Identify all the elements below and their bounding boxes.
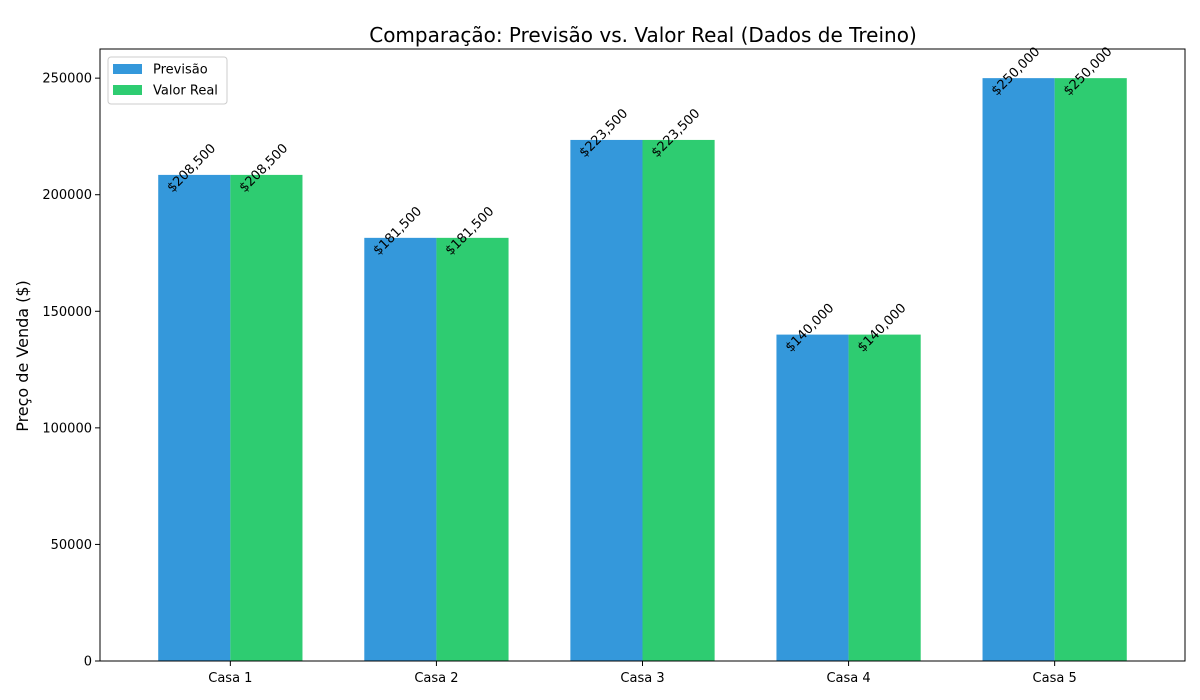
y-tick-label: 150000 — [42, 305, 92, 320]
legend-swatch-previsao — [113, 64, 142, 74]
bar-valor-real-5 — [1054, 78, 1127, 661]
plot-area: $208,500$181,500$223,500$140,000$250,000… — [42, 44, 1186, 686]
chart-title: Comparação: Previsão vs. Valor Real (Dad… — [369, 23, 917, 47]
legend-label-valor-real: Valor Real — [153, 84, 218, 99]
y-tick-label: 200000 — [42, 188, 92, 203]
bar-previsao-1 — [158, 174, 231, 661]
x-tick-label: Casa 3 — [620, 671, 664, 686]
y-tick-label: 250000 — [42, 72, 92, 87]
bar-valor-real-4 — [848, 334, 921, 661]
bar-valor-real-2 — [436, 237, 509, 662]
bar-valor-real-3 — [642, 139, 715, 661]
bar-previsao-5 — [982, 78, 1055, 661]
bar-previsao-4 — [776, 334, 849, 661]
y-tick-label: 0 — [84, 655, 92, 670]
x-tick-label: Casa 5 — [1033, 671, 1077, 686]
x-tick-label: Casa 1 — [208, 671, 252, 686]
legend-swatch-valor-real — [113, 85, 142, 95]
x-tick-label: Casa 2 — [414, 671, 458, 686]
bar-valor-real-1 — [230, 174, 303, 661]
bar-previsao-2 — [364, 237, 437, 662]
y-axis-label: Preço de Venda ($) — [13, 280, 32, 432]
x-tick-label: Casa 4 — [826, 671, 870, 686]
bar-previsao-3 — [570, 139, 643, 661]
y-tick-label: 50000 — [51, 538, 92, 553]
y-tick-label: 100000 — [42, 421, 92, 436]
legend-label-previsao: Previsão — [153, 63, 208, 78]
